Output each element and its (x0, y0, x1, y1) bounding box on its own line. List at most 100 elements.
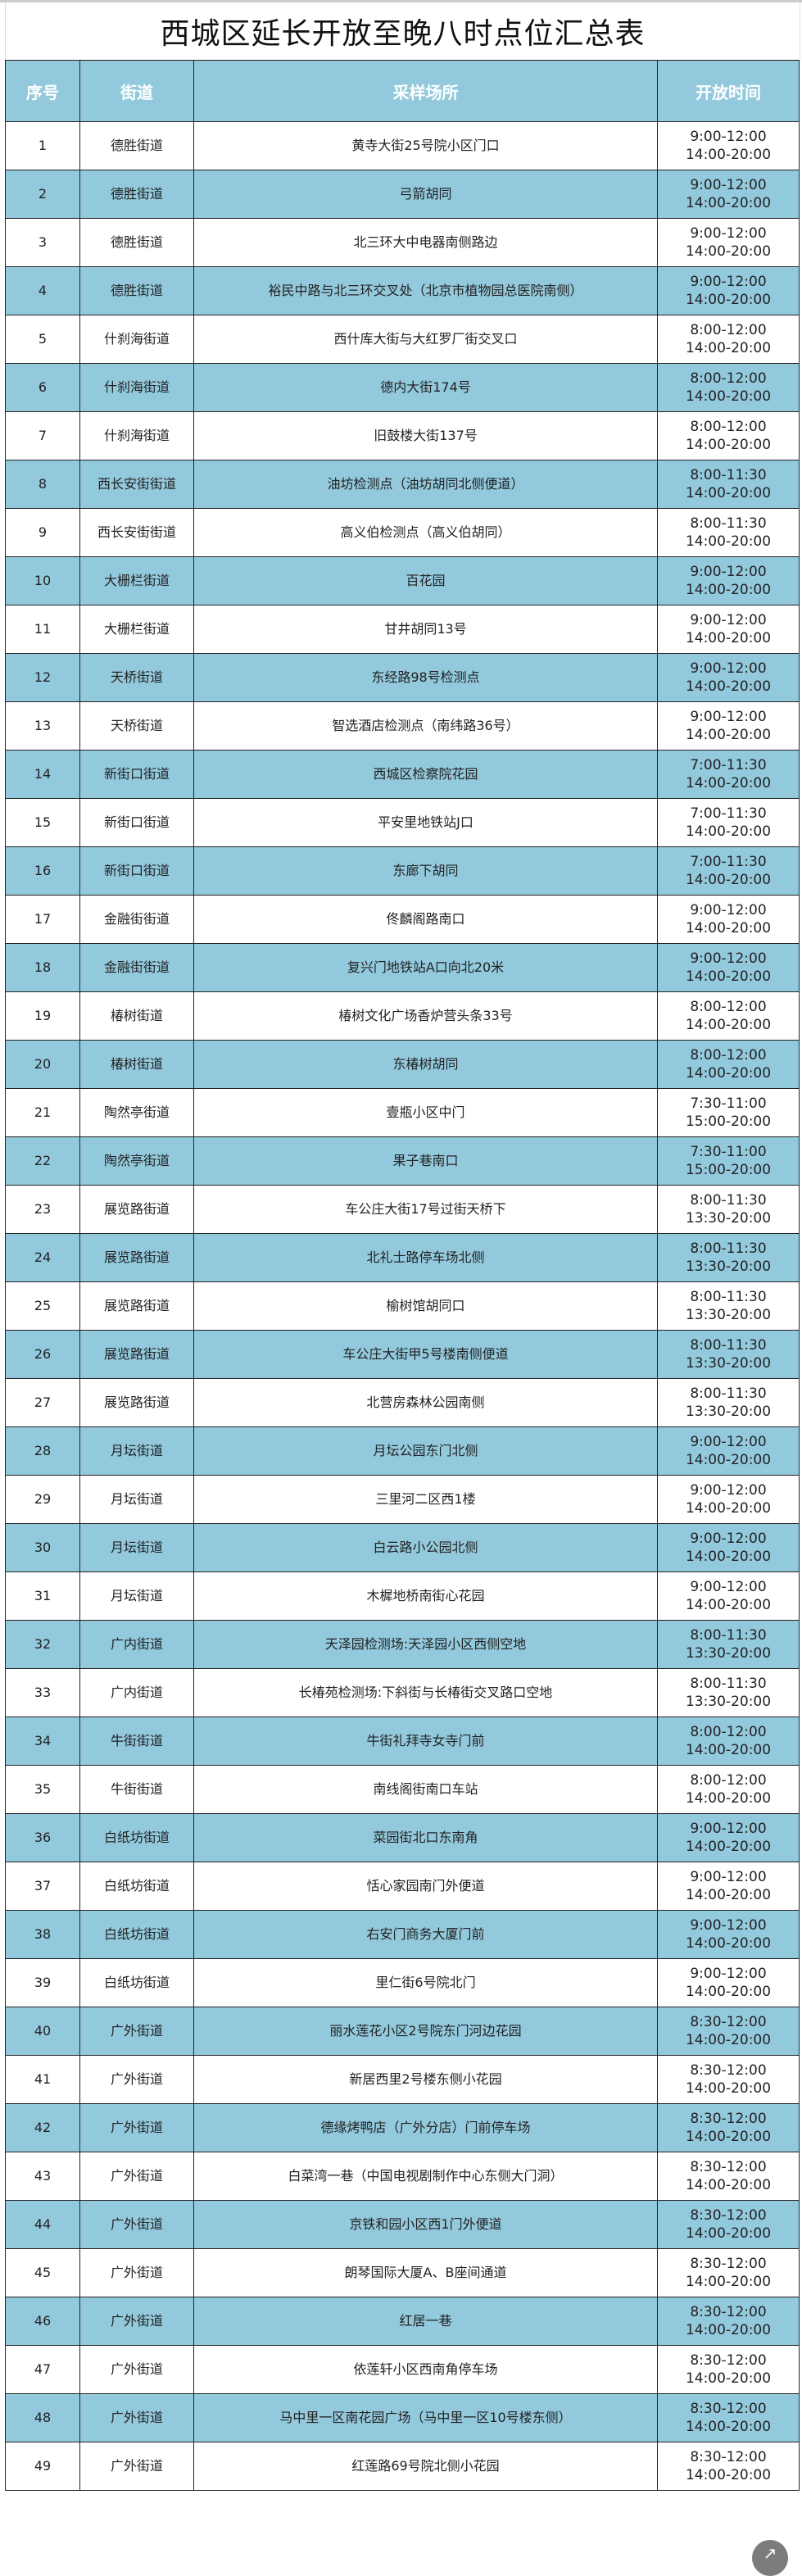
afternoon-hours: 14:00-20:00 (685, 147, 772, 163)
afternoon-hours: 14:00-20:00 (685, 1452, 772, 1468)
table-row: 32 广内街道 天泽园检测场:天泽园小区西侧空地 8:00-11:30 13:30-20… (5, 1620, 800, 1669)
table-row: 48 广外街道 马中里一区南花园广场（马中里一区10号楼东侧） 8:30-12:00 1… (5, 2393, 800, 2442)
table-row: 36 白纸坊街道 菜园街北口东南角 9:00-12:00 14:00-20:00 (5, 1813, 800, 1862)
row-index: 31 (5, 1571, 80, 1621)
afternoon-hours: 14:00-20:00 (685, 872, 772, 888)
morning-hours: 7:00-11:30 (690, 757, 767, 773)
afternoon-hours: 14:00-20:00 (685, 1935, 772, 1952)
row-hours: 8:30-12:00 14:00-20:00 (657, 2200, 800, 2249)
scroll-to-top-button[interactable]: ↗ (752, 2540, 788, 2576)
row-site: 高义伯检测点（高义伯胡同） (193, 508, 658, 557)
row-site: 壹瓶小区中门 (193, 1088, 658, 1137)
row-index: 22 (5, 1136, 80, 1186)
row-hours: 9:00-12:00 14:00-20:00 (657, 121, 800, 170)
table-row: 25 展览路街道 榆树馆胡同口 8:00-11:30 13:30-20:00 (5, 1281, 800, 1331)
row-index: 6 (5, 363, 80, 412)
morning-hours: 8:30-12:00 (690, 2352, 767, 2369)
table-row: 12 天桥街道 东经路98号检测点 9:00-12:00 14:00-20:00 (5, 653, 800, 702)
row-index: 30 (5, 1523, 80, 1572)
afternoon-hours: 14:00-20:00 (685, 1549, 772, 1565)
row-site: 北礼士路停车场北侧 (193, 1233, 658, 1282)
row-index: 23 (5, 1185, 80, 1234)
table-row: 40 广外街道 丽水莲花小区2号院东门河边花园 8:30-12:00 14:00-20:… (5, 2007, 800, 2056)
afternoon-hours: 14:00-20:00 (685, 1839, 772, 1855)
table-row: 13 天桥街道 智选酒店检测点（南纬路36号） 9:00-12:00 14:00-20:… (5, 701, 800, 751)
row-hours: 8:00-11:30 14:00-20:00 (657, 460, 800, 509)
afternoon-hours: 14:00-20:00 (685, 1597, 772, 1613)
row-hours: 8:00-12:00 14:00-20:00 (657, 991, 800, 1041)
table-row: 20 椿树街道 东椿树胡同 8:00-12:00 14:00-20:00 (5, 1040, 800, 1089)
table-row: 24 展览路街道 北礼士路停车场北侧 8:00-11:30 13:30-20:00 (5, 1233, 800, 1282)
afternoon-hours: 14:00-20:00 (685, 678, 772, 695)
row-street: 白纸坊街道 (79, 1958, 194, 2007)
table-header-row: 序号 街道 采样场所 开放时间 (5, 60, 800, 122)
table-row: 49 广外街道 红莲路69号院北侧小花园 8:30-12:00 14:00-20:00 (5, 2442, 800, 2491)
row-street: 广外街道 (79, 2248, 194, 2297)
afternoon-hours: 14:00-20:00 (685, 2274, 772, 2290)
row-hours: 9:00-12:00 14:00-20:00 (657, 218, 800, 267)
morning-hours: 8:30-12:00 (690, 2449, 767, 2465)
row-index: 28 (5, 1426, 80, 1476)
row-hours: 8:00-11:30 13:30-20:00 (657, 1378, 800, 1427)
afternoon-hours: 13:30-20:00 (685, 1645, 772, 1662)
row-site: 红居一巷 (193, 2297, 658, 2346)
row-index: 40 (5, 2007, 80, 2056)
header-index: 序号 (5, 60, 80, 122)
afternoon-hours: 14:00-20:00 (685, 2032, 772, 2048)
row-street: 白纸坊街道 (79, 1813, 194, 1862)
row-site: 白菜湾一巷（中国电视剧制作中心东侧大门洞） (193, 2152, 658, 2201)
afternoon-hours: 14:00-20:00 (685, 1742, 772, 1758)
morning-hours: 7:30-11:00 (690, 1095, 767, 1112)
row-street: 什刹海街道 (79, 363, 194, 412)
row-index: 35 (5, 1765, 80, 1814)
row-site: 椿树文化广场香炉营头条33号 (193, 991, 658, 1041)
row-site: 恬心家园南门外便道 (193, 1862, 658, 1911)
row-street: 展览路街道 (79, 1185, 194, 1234)
row-index: 49 (5, 2442, 80, 2491)
row-hours: 8:30-12:00 14:00-20:00 (657, 2103, 800, 2152)
row-site: 车公庄大街17号过街天桥下 (193, 1185, 658, 1234)
row-site: 百花园 (193, 556, 658, 605)
row-site: 红莲路69号院北侧小花园 (193, 2442, 658, 2491)
morning-hours: 9:00-12:00 (690, 1966, 767, 1982)
row-street: 月坛街道 (79, 1571, 194, 1621)
row-hours: 9:00-12:00 14:00-20:00 (657, 605, 800, 654)
row-index: 3 (5, 218, 80, 267)
afternoon-hours: 14:00-20:00 (685, 2467, 772, 2483)
row-index: 36 (5, 1813, 80, 1862)
afternoon-hours: 13:30-20:00 (685, 1307, 772, 1323)
row-hours: 9:00-12:00 14:00-20:00 (657, 1910, 800, 1959)
header-street: 街道 (79, 60, 194, 122)
row-site: 右安门商务大厦门前 (193, 1910, 658, 1959)
row-hours: 8:30-12:00 14:00-20:00 (657, 2345, 800, 2394)
afternoon-hours: 13:30-20:00 (685, 1259, 772, 1275)
row-index: 19 (5, 991, 80, 1041)
row-index: 10 (5, 556, 80, 605)
table-row: 15 新街口街道 平安里地铁站J口 7:00-11:30 14:00-20:00 (5, 798, 800, 847)
row-site: 里仁街6号院北门 (193, 1958, 658, 2007)
row-hours: 8:30-12:00 14:00-20:00 (657, 2297, 800, 2346)
afternoon-hours: 14:00-20:00 (685, 582, 772, 598)
morning-hours: 8:00-11:30 (690, 1676, 767, 1692)
afternoon-hours: 14:00-20:00 (685, 1790, 772, 1807)
afternoon-hours: 14:00-20:00 (685, 1017, 772, 1033)
row-index: 38 (5, 1910, 80, 1959)
row-index: 13 (5, 701, 80, 751)
row-street: 展览路街道 (79, 1330, 194, 1379)
row-hours: 7:00-11:30 14:00-20:00 (657, 798, 800, 847)
table-row: 7 什刹海街道 旧鼓楼大街137号 8:00-12:00 14:00-20:00 (5, 411, 800, 460)
row-street: 月坛街道 (79, 1523, 194, 1572)
row-hours: 9:00-12:00 14:00-20:00 (657, 170, 800, 219)
row-index: 11 (5, 605, 80, 654)
table-row: 27 展览路街道 北营房森林公园南侧 8:00-11:30 13:30-20:00 (5, 1378, 800, 1427)
row-site: 复兴门地铁站A口向北20米 (193, 943, 658, 992)
row-index: 17 (5, 895, 80, 944)
morning-hours: 8:00-12:00 (690, 419, 767, 435)
afternoon-hours: 14:00-20:00 (685, 1984, 772, 2000)
row-index: 29 (5, 1475, 80, 1524)
afternoon-hours: 14:00-20:00 (685, 437, 772, 453)
morning-hours: 8:30-12:00 (690, 2159, 767, 2175)
row-street: 金融街街道 (79, 943, 194, 992)
row-site: 东经路98号检测点 (193, 653, 658, 702)
morning-hours: 7:00-11:30 (690, 805, 767, 822)
